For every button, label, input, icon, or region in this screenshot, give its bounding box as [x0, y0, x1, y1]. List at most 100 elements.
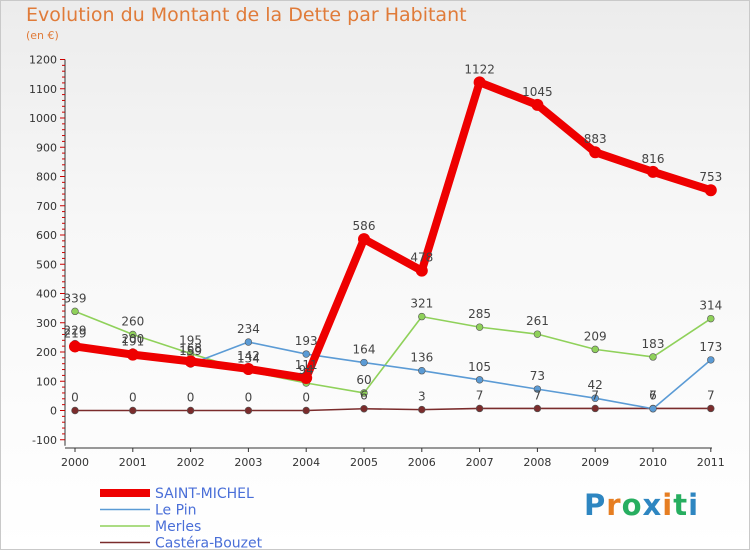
- data-label: 314: [699, 299, 722, 313]
- data-point: [186, 406, 195, 415]
- data-label: 0: [129, 391, 137, 405]
- data-label: 1122: [464, 62, 495, 76]
- data-point: [244, 338, 253, 346]
- data-point: [302, 406, 310, 415]
- data-point: [300, 372, 313, 385]
- data-label: 136: [410, 351, 433, 365]
- data-label: 0: [302, 391, 310, 405]
- legend-label: Merles: [155, 519, 201, 535]
- data-point: [71, 406, 79, 415]
- data-point: [184, 355, 197, 368]
- data-point: [360, 358, 368, 367]
- x-tick-label: 2004: [292, 456, 320, 469]
- data-label: 1045: [522, 85, 553, 99]
- data-label: 168: [179, 341, 202, 355]
- series-line-cast-ra-bouzet: [74, 407, 712, 412]
- chart-title: Evolution du Montant de la Dette par Hab…: [26, 4, 467, 26]
- data-label: 229: [64, 324, 87, 338]
- data-point: [533, 330, 542, 338]
- data-point: [475, 404, 484, 413]
- data-point: [589, 146, 602, 159]
- data-label: 816: [642, 152, 665, 166]
- y-tick-label: 300: [36, 317, 57, 330]
- data-point: [649, 353, 657, 361]
- data-point: [707, 404, 715, 413]
- chart-subtitle: (en €): [26, 29, 59, 42]
- data-point: [591, 404, 599, 413]
- data-label: 142: [237, 349, 260, 363]
- data-point: [360, 405, 368, 413]
- x-tick-label: 2006: [408, 456, 436, 469]
- x-tick-label: 2005: [350, 456, 378, 469]
- y-tick-label: 1000: [29, 112, 57, 125]
- data-label: 219: [64, 326, 87, 340]
- data-label: 111: [295, 358, 318, 372]
- data-point: [360, 389, 368, 397]
- data-point: [475, 323, 484, 331]
- data-label: 6: [649, 389, 657, 403]
- y-tick-label: 500: [36, 258, 57, 271]
- data-label: 0: [245, 391, 253, 405]
- x-tick-label: 2007: [466, 456, 494, 469]
- data-point: [707, 356, 715, 364]
- data-label: 586: [353, 219, 376, 233]
- data-label: 159: [179, 344, 202, 358]
- data-label: 134: [237, 351, 260, 365]
- y-tick-label: -100: [32, 434, 57, 447]
- data-label: 234: [237, 322, 260, 336]
- data-point: [473, 76, 486, 89]
- x-tick-label: 2010: [639, 456, 667, 469]
- data-point: [475, 376, 484, 384]
- legend-label: Le Pin: [155, 503, 197, 519]
- data-label: 60: [356, 373, 371, 387]
- data-label: 753: [699, 170, 722, 184]
- x-tick-label: 2003: [234, 456, 262, 469]
- data-label: 164: [353, 343, 376, 357]
- y-tick-label: 400: [36, 288, 57, 301]
- logo-letter: i: [688, 488, 700, 522]
- data-label: 7: [707, 388, 715, 402]
- data-point: [418, 367, 426, 375]
- data-point: [649, 405, 657, 413]
- data-label: 195: [179, 333, 202, 347]
- logo-letter: i: [662, 488, 674, 522]
- data-label: 183: [642, 337, 665, 351]
- x-tick-label: 2002: [177, 456, 205, 469]
- logo-letter: t: [673, 488, 689, 522]
- data-point: [418, 405, 426, 414]
- y-tick-label: 800: [36, 171, 57, 184]
- data-label: 94: [299, 363, 314, 377]
- data-point: [129, 406, 137, 415]
- data-label: 42: [588, 378, 603, 392]
- y-tick-label: 100: [36, 375, 57, 388]
- y-tick-label: 900: [36, 141, 57, 154]
- data-label: 339: [64, 291, 87, 305]
- y-tick-label: 1200: [29, 54, 57, 67]
- data-label: 3: [418, 390, 426, 404]
- data-point: [244, 406, 253, 415]
- series-line-saint-michel: [71, 78, 715, 383]
- data-point: [647, 165, 659, 178]
- data-point: [533, 385, 542, 393]
- x-tick-label: 2009: [581, 456, 609, 469]
- x-tick-label: 2008: [523, 456, 551, 469]
- data-label: 260: [121, 314, 144, 328]
- y-tick-label: 1100: [29, 83, 57, 96]
- data-point: [591, 345, 599, 354]
- data-point: [704, 184, 717, 197]
- data-label: 883: [584, 132, 607, 146]
- logo-letter: o: [621, 488, 643, 522]
- data-label: 478: [410, 251, 433, 265]
- data-label: 7: [591, 388, 599, 402]
- proxiti-logo: Proxiti: [584, 488, 699, 522]
- data-label: 6: [360, 389, 368, 403]
- y-tick-label: 700: [36, 200, 57, 213]
- data-point: [129, 330, 137, 339]
- y-tick-label: 200: [36, 346, 57, 359]
- data-point: [591, 394, 599, 402]
- data-label: 209: [584, 329, 607, 343]
- data-point: [71, 307, 79, 316]
- data-label: 73: [530, 369, 545, 383]
